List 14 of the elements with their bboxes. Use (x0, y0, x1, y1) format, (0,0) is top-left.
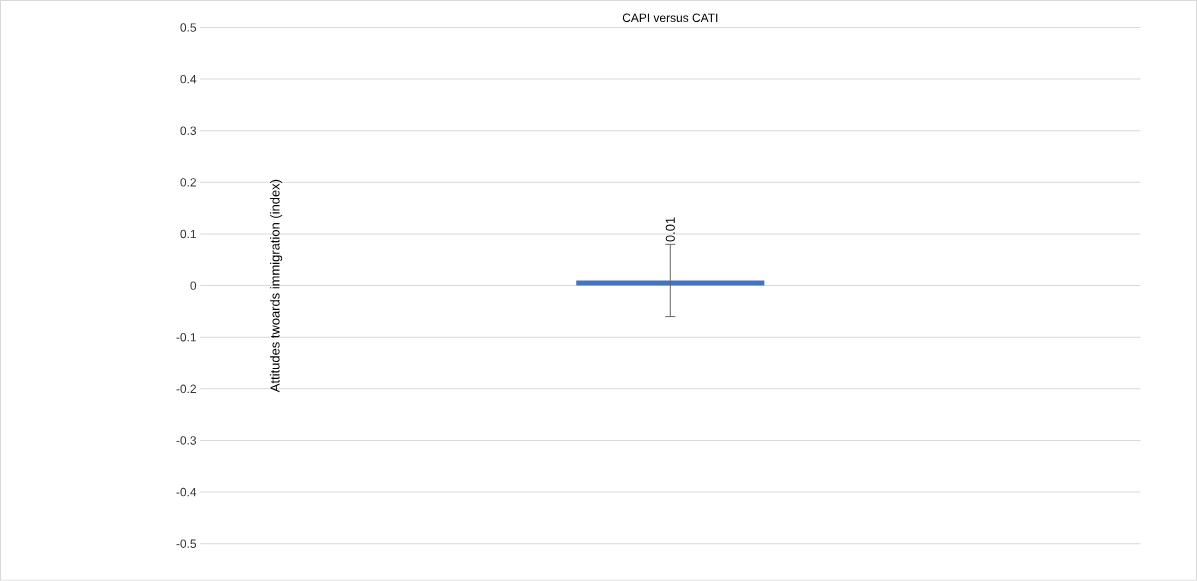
y-tick-label: 0.5 (180, 23, 197, 32)
data-label: 0.01 (665, 217, 675, 242)
y-tick-label: -0.2 (176, 384, 196, 394)
y-axis-title: Attitudes twoards immigration (index) (270, 179, 283, 393)
y-tick-label: 0.2 (180, 178, 196, 187)
y-tick-label: -0.5 (176, 539, 197, 549)
chart-title: CAPI versus CATI (622, 13, 718, 23)
y-tick-label: 0.1 (180, 229, 196, 239)
y-tick-label: -0.1 (176, 333, 196, 342)
y-tick-label: 0 (190, 281, 197, 290)
y-tick-label: -0.3 (176, 436, 197, 445)
y-tick-label: 0.3 (180, 126, 197, 136)
y-tick-label: -0.4 (176, 487, 197, 497)
y-tick-label: 0.4 (180, 75, 197, 84)
